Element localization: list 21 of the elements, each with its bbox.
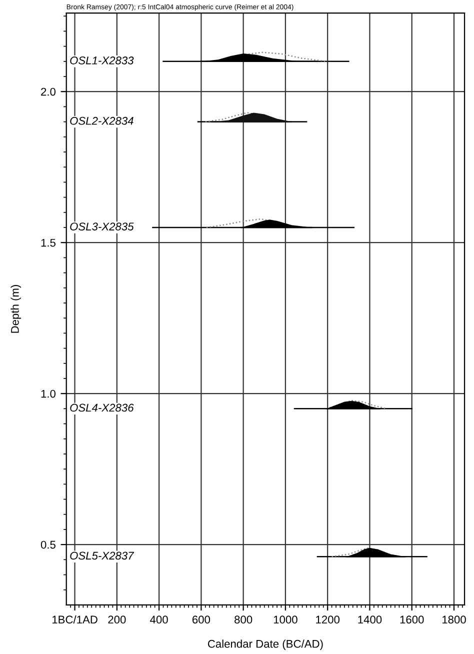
x-tick-label: 1000	[274, 616, 298, 624]
x-tick-label: 200	[108, 616, 126, 624]
y-tick-label: 0.5	[40, 540, 56, 549]
x-tick-label: 400	[150, 616, 168, 624]
x-tick-label: 1200	[316, 616, 340, 624]
y-tick-label: 2.0	[41, 88, 56, 96]
x-axis-title: Calendar Date (BC/AD)	[208, 640, 323, 650]
y-tick-label: 1.5	[41, 238, 56, 247]
x-tick-label: 1BC/1AD	[52, 615, 98, 624]
annotation: OSL1-X2833	[70, 56, 134, 64]
annotation: OSL2-X2834	[70, 116, 134, 125]
annotation: OSL3-X2835	[70, 222, 134, 230]
x-tick-label: 600	[192, 616, 210, 624]
x-tick-label: 1600	[400, 616, 424, 624]
x-tick-label: 800	[234, 616, 252, 624]
annotation: OSL4-X2836	[70, 404, 134, 412]
annotation: OSL5-X2837	[70, 552, 134, 560]
y-tick-label: 1.0	[41, 390, 56, 398]
x-tick-label: 1400	[358, 616, 382, 624]
x-tick-label: 1800	[442, 616, 466, 624]
y-axis-title: Depth (m)	[10, 285, 22, 333]
